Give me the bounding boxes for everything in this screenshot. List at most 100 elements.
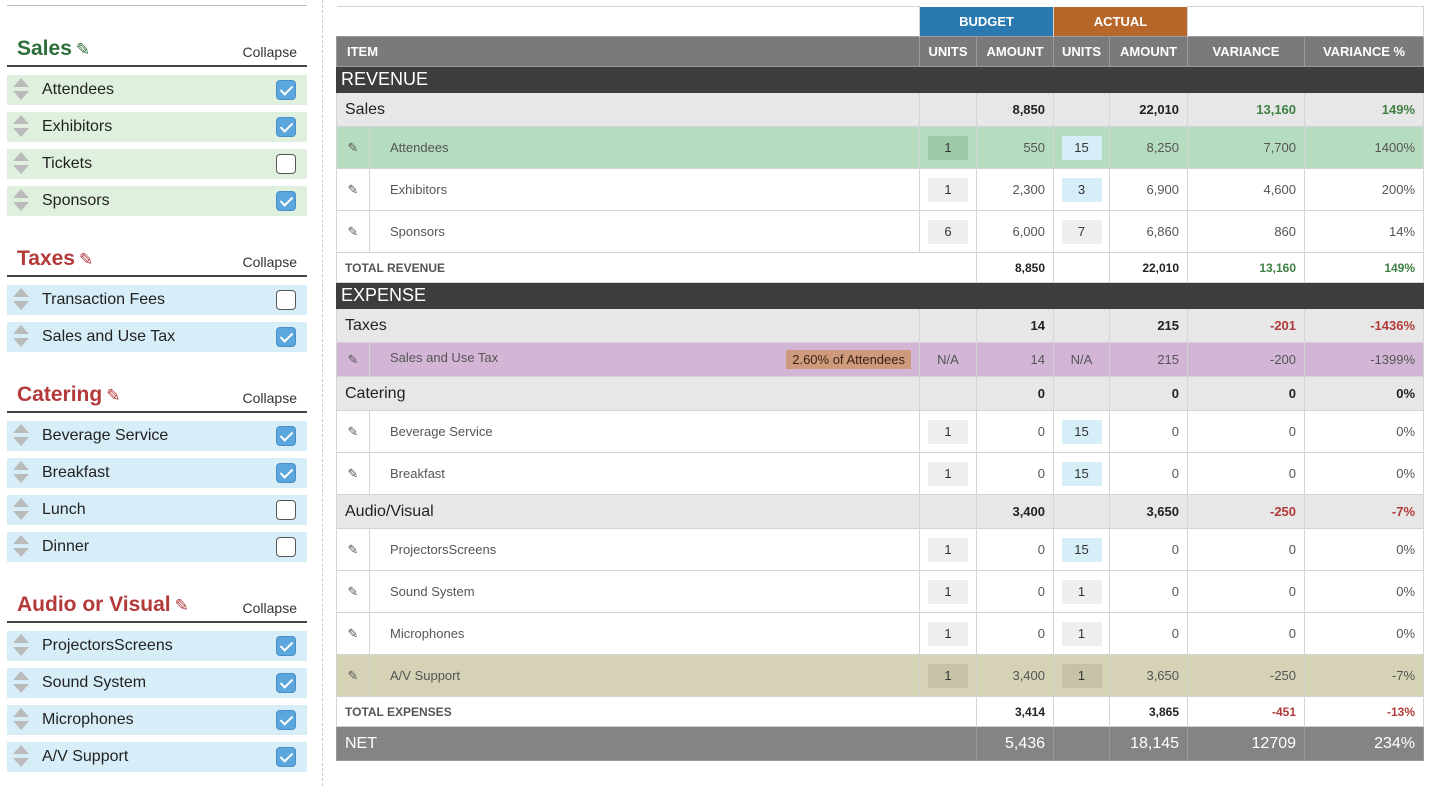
- drag-handle-icon[interactable]: [7, 322, 35, 352]
- pencil-icon[interactable]: ✎: [336, 126, 370, 169]
- drag-handle-icon[interactable]: [7, 495, 35, 525]
- sidebar-item-sound-system[interactable]: Sound System: [7, 668, 307, 698]
- checkbox[interactable]: [276, 154, 296, 174]
- budget-units-input[interactable]: 6: [928, 219, 968, 244]
- actual-amount: 3,650: [1109, 494, 1189, 529]
- budget-amount: 8,850: [975, 252, 1055, 283]
- drag-handle-icon[interactable]: [7, 742, 35, 772]
- pencil-icon[interactable]: ✎: [79, 250, 94, 269]
- pencil-icon[interactable]: ✎: [336, 342, 370, 377]
- actual-amount: 0: [1109, 410, 1189, 453]
- pencil-icon[interactable]: ✎: [336, 570, 370, 613]
- sidebar-item-label: Tickets: [42, 155, 93, 172]
- budget-units-input[interactable]: 1: [928, 579, 968, 604]
- collapse-button[interactable]: Collapse: [242, 44, 297, 60]
- actual-units-input[interactable]: 1: [1061, 663, 1102, 688]
- checkbox[interactable]: [276, 80, 296, 100]
- table-row-av-support[interactable]: ✎ A/V Support 1 3,400 1 3,650 -250 -7%: [336, 654, 1425, 697]
- table-row-exhibitors[interactable]: ✎ Exhibitors 1 2,300 3 6,900 4,600 200%: [336, 168, 1425, 211]
- total-row-expenses: TOTAL EXPENSES 3,414 3,865 -451 -13%: [336, 696, 1425, 727]
- col-item: ITEM: [336, 36, 920, 67]
- pencil-icon[interactable]: ✎: [75, 40, 91, 59]
- budget-units-input[interactable]: 1: [928, 135, 968, 160]
- actual-units-input[interactable]: 3: [1061, 177, 1102, 202]
- checkbox[interactable]: [276, 463, 296, 483]
- pencil-icon[interactable]: ✎: [336, 528, 370, 571]
- sidebar-item-av-support[interactable]: A/V Support: [7, 742, 307, 772]
- budget-units-input[interactable]: 1: [928, 537, 968, 562]
- pencil-icon[interactable]: ✎: [106, 386, 121, 405]
- checkbox[interactable]: [276, 290, 296, 310]
- drag-handle-icon[interactable]: [7, 421, 35, 451]
- table-row-attendees[interactable]: ✎ Attendees 1 550 15 8,250 7,700 1400%: [336, 126, 1425, 169]
- checkbox[interactable]: [276, 747, 296, 767]
- actual-units-input[interactable]: 15: [1061, 461, 1102, 486]
- pencil-icon[interactable]: ✎: [336, 210, 370, 253]
- checkbox[interactable]: [276, 327, 296, 347]
- sidebar-item-lunch[interactable]: Lunch: [7, 495, 307, 525]
- budget-units-input[interactable]: 1: [928, 461, 968, 486]
- drag-handle-icon[interactable]: [7, 532, 35, 562]
- checkbox[interactable]: [276, 191, 296, 211]
- actual-units-input[interactable]: 7: [1061, 219, 1102, 244]
- sidebar-item-sales-and-use-tax[interactable]: Sales and Use Tax: [7, 322, 307, 352]
- checkbox[interactable]: [276, 500, 296, 520]
- checkbox[interactable]: [276, 710, 296, 730]
- drag-handle-icon[interactable]: [7, 458, 35, 488]
- actual-units-input[interactable]: 15: [1061, 537, 1102, 562]
- budget-units-input[interactable]: 1: [928, 663, 968, 688]
- budget-units-input[interactable]: 1: [928, 621, 968, 646]
- pencil-icon[interactable]: ✎: [336, 654, 370, 697]
- table-row-breakfast[interactable]: ✎ Breakfast 1 0 15 0 0 0%: [336, 452, 1425, 495]
- table-row-sound-system[interactable]: ✎ Sound System 1 0 1 0 0 0%: [336, 570, 1425, 613]
- category-row-taxes: Taxes 14 215 -201 -1436%: [336, 308, 1425, 343]
- table-row-sales-and-use-tax[interactable]: ✎ Sales and Use Tax 2.60% of Attendees N/…: [336, 342, 1425, 377]
- actual-units-input[interactable]: 15: [1061, 419, 1102, 444]
- drag-handle-icon[interactable]: [7, 112, 35, 142]
- collapse-button[interactable]: Collapse: [242, 390, 297, 406]
- drag-handle-icon[interactable]: [7, 285, 35, 315]
- drag-handle-icon[interactable]: [7, 705, 35, 735]
- collapse-button[interactable]: Collapse: [242, 254, 297, 270]
- sidebar-item-projectors-screens[interactable]: ProjectorsScreens: [7, 631, 307, 661]
- pencil-icon[interactable]: ✎: [336, 168, 370, 211]
- drag-handle-icon[interactable]: [7, 149, 35, 179]
- collapse-button[interactable]: Collapse: [242, 600, 297, 616]
- pencil-icon[interactable]: ✎: [336, 612, 370, 655]
- checkbox[interactable]: [276, 636, 296, 656]
- col-variance-pct: VARIANCE %: [1304, 36, 1425, 67]
- actual-units-input[interactable]: 1: [1061, 579, 1102, 604]
- sidebar-item-exhibitors[interactable]: Exhibitors: [7, 112, 307, 142]
- actual-units-input[interactable]: 1: [1061, 621, 1102, 646]
- checkbox[interactable]: [276, 673, 296, 693]
- sidebar-item-breakfast[interactable]: Breakfast: [7, 458, 307, 488]
- sidebar-item-dinner[interactable]: Dinner: [7, 532, 307, 562]
- checkbox[interactable]: [276, 537, 296, 557]
- table-row-sponsors[interactable]: ✎ Sponsors 6 6,000 7 6,860 860 14%: [336, 210, 1425, 253]
- budget-units-input[interactable]: 1: [928, 177, 968, 202]
- sidebar-item-beverage-service[interactable]: Beverage Service: [7, 421, 307, 451]
- checkbox[interactable]: [276, 426, 296, 446]
- rule-badge[interactable]: 2.60% of Attendees: [786, 350, 911, 369]
- sidebar-item-microphones[interactable]: Microphones: [7, 705, 307, 735]
- drag-handle-icon[interactable]: [7, 631, 35, 661]
- table-row-microphones[interactable]: ✎ Microphones 1 0 1 0 0 0%: [336, 612, 1425, 655]
- sidebar-item-tickets[interactable]: Tickets: [7, 149, 307, 179]
- table-row-beverage-service[interactable]: ✎ Beverage Service 1 0 15 0 0 0%: [336, 410, 1425, 453]
- pencil-icon[interactable]: ✎: [174, 596, 189, 615]
- table-row-projectors-screens[interactable]: ✎ ProjectorsScreens 1 0 15 0 0 0%: [336, 528, 1425, 571]
- actual-units-input[interactable]: 15: [1061, 135, 1102, 160]
- budget-units-input[interactable]: 1: [928, 419, 968, 444]
- sidebar-item-sponsors[interactable]: Sponsors: [7, 186, 307, 216]
- checkbox[interactable]: [276, 117, 296, 137]
- actual-units-cell: 15: [1053, 126, 1111, 169]
- category-name: Taxes: [336, 308, 920, 343]
- drag-handle-icon[interactable]: [7, 668, 35, 698]
- pencil-icon[interactable]: ✎: [336, 410, 370, 453]
- pencil-icon[interactable]: ✎: [336, 452, 370, 495]
- sidebar-item-transaction-fees[interactable]: Transaction Fees: [7, 285, 307, 315]
- budget-amount: 2,300: [975, 168, 1055, 211]
- drag-handle-icon[interactable]: [7, 75, 35, 105]
- drag-handle-icon[interactable]: [7, 186, 35, 216]
- sidebar-item-attendees[interactable]: Attendees: [7, 75, 307, 105]
